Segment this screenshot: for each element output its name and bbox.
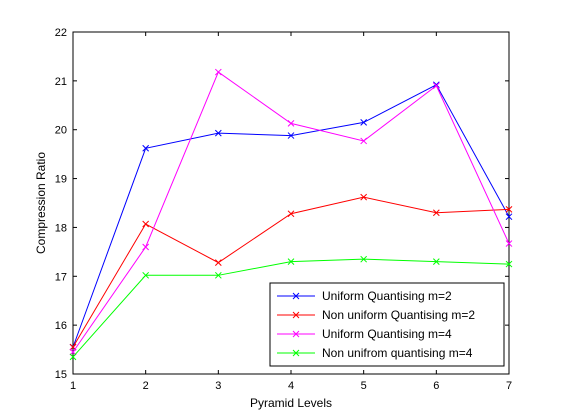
series-uniform-quantising-m-4 (69, 68, 513, 356)
data-point (292, 349, 300, 357)
data-point (505, 205, 513, 213)
y-tick-label: 15 (55, 369, 67, 381)
x-tick-label: 6 (433, 380, 439, 392)
data-point (292, 311, 300, 319)
data-point (432, 82, 440, 90)
series-non-uniform-quantising-m-2 (69, 193, 513, 351)
x-tick-label: 4 (288, 380, 294, 392)
data-point (287, 258, 295, 265)
x-axis-label: Pyramid Levels (250, 396, 332, 410)
data-point (432, 209, 440, 217)
y-tick-label: 18 (55, 222, 67, 234)
data-point (142, 243, 150, 251)
x-tick-label: 7 (506, 380, 512, 392)
series-layer (69, 68, 513, 361)
y-tick-label: 17 (55, 271, 67, 283)
legend-item: Non uniform Quantising m=2 (277, 308, 475, 322)
data-point (360, 255, 368, 263)
y-tick-label: 16 (55, 320, 67, 332)
data-point (360, 193, 368, 201)
data-point (214, 129, 222, 137)
data-point (287, 210, 295, 218)
x-tick-label: 5 (361, 380, 367, 392)
data-point (292, 292, 300, 300)
series-uniform-quantising-m-2 (69, 81, 513, 351)
data-point (214, 259, 222, 266)
y-tick-label: 22 (55, 27, 67, 39)
data-point (287, 120, 295, 127)
legend-item: Uniform Quantising m=4 (277, 327, 452, 341)
legend: Uniform Quantising m=2 Non uniform Quanti… (269, 282, 505, 367)
y-axis-ticks: 15 16 17 18 19 20 21 22 (55, 27, 509, 381)
data-point (142, 220, 150, 228)
y-tick-label: 21 (55, 76, 67, 88)
y-tick-label: 19 (55, 174, 67, 186)
data-point (214, 271, 222, 279)
legend-label: Non unifrom quantising m=4 (322, 346, 473, 360)
data-point (505, 240, 513, 247)
x-tick-label: 1 (70, 380, 76, 392)
data-point (432, 258, 440, 265)
x-axis-ticks: 1 2 3 4 5 6 7 (70, 32, 512, 392)
data-point (505, 260, 513, 268)
data-point (214, 68, 222, 76)
legend-label: Uniform Quantising m=4 (322, 327, 452, 341)
data-point (142, 271, 150, 279)
data-point (142, 144, 150, 152)
legend-items: Uniform Quantising m=2 Non uniform Quanti… (277, 289, 475, 360)
y-tick-label: 20 (55, 125, 67, 137)
x-tick-label: 3 (215, 380, 221, 392)
legend-item: Uniform Quantising m=2 (277, 289, 452, 303)
legend-item: Non unifrom quantising m=4 (277, 346, 473, 360)
y-axis-label: Compression Ratio (34, 152, 48, 254)
data-point (360, 119, 368, 126)
data-point (292, 330, 300, 338)
legend-label: Uniform Quantising m=2 (322, 289, 452, 303)
x-tick-label: 2 (143, 380, 149, 392)
data-point (287, 132, 295, 139)
legend-label: Non uniform Quantising m=2 (322, 308, 475, 322)
data-point (505, 213, 513, 221)
data-point (69, 353, 77, 361)
legend-box (269, 282, 505, 367)
series-non-unifrom-quantising-m-4 (69, 255, 513, 361)
data-point (360, 137, 368, 145)
